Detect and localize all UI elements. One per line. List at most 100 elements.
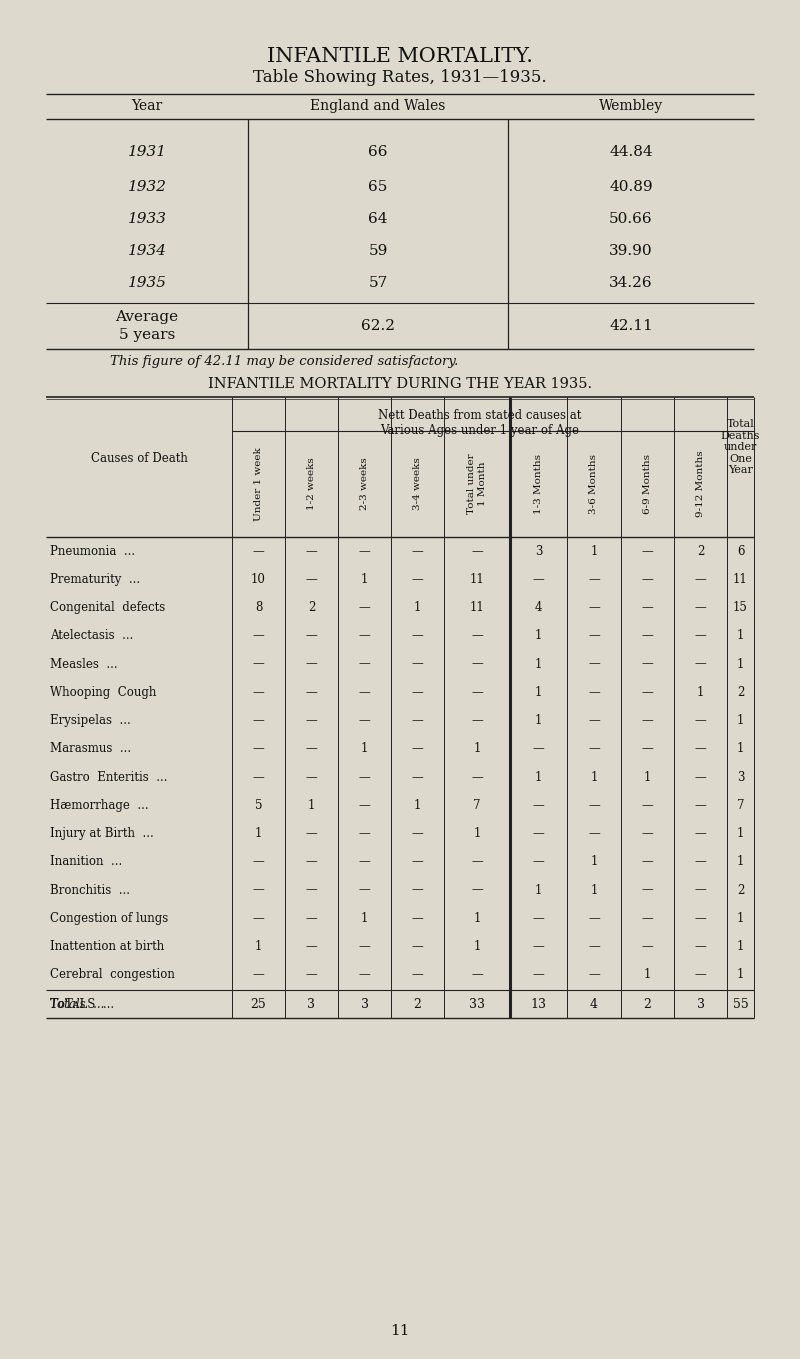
Text: —: — <box>642 912 654 925</box>
Text: 1: 1 <box>535 658 542 670</box>
Text: 3-4 weeks: 3-4 weeks <box>413 458 422 511</box>
Text: 1: 1 <box>474 828 481 840</box>
Text: 1: 1 <box>414 601 421 614</box>
Text: Total under
1 Month: Total under 1 Month <box>467 454 486 514</box>
Text: 57: 57 <box>368 276 388 289</box>
Text: 2: 2 <box>697 545 704 557</box>
Text: 2: 2 <box>737 686 744 699</box>
Text: —: — <box>306 828 318 840</box>
Text: 1: 1 <box>361 742 368 756</box>
Text: —: — <box>412 855 423 868</box>
Text: —: — <box>358 799 370 811</box>
Text: 9-12 Months: 9-12 Months <box>696 451 705 518</box>
Text: —: — <box>412 940 423 953</box>
Text: 34.26: 34.26 <box>609 276 653 289</box>
Text: —: — <box>306 969 318 981</box>
Text: 1: 1 <box>590 883 598 897</box>
Text: —: — <box>642 883 654 897</box>
Text: 1: 1 <box>474 940 481 953</box>
Text: —: — <box>642 940 654 953</box>
Text: —: — <box>588 629 600 643</box>
Text: 11: 11 <box>733 573 748 586</box>
Text: 1-3 Months: 1-3 Months <box>534 454 543 514</box>
Text: 5 years: 5 years <box>119 328 175 342</box>
Text: 1: 1 <box>590 771 598 784</box>
Text: —: — <box>306 573 318 586</box>
Text: 1: 1 <box>361 912 368 925</box>
Text: 1933: 1933 <box>127 212 166 226</box>
Text: —: — <box>253 855 264 868</box>
Text: 1: 1 <box>737 713 744 727</box>
Text: —: — <box>471 629 483 643</box>
Text: 1: 1 <box>590 855 598 868</box>
Text: 2-3 weeks: 2-3 weeks <box>360 458 369 511</box>
Text: 1: 1 <box>414 799 421 811</box>
Text: —: — <box>642 658 654 670</box>
Text: —: — <box>533 573 544 586</box>
Text: 1: 1 <box>255 940 262 953</box>
Text: 1: 1 <box>737 855 744 868</box>
Text: 6: 6 <box>737 545 744 557</box>
Text: England and Wales: England and Wales <box>310 99 446 113</box>
Text: —: — <box>694 799 706 811</box>
Text: —: — <box>306 713 318 727</box>
Text: 10: 10 <box>251 573 266 586</box>
Text: 1: 1 <box>737 629 744 643</box>
Text: —: — <box>471 883 483 897</box>
Text: 4: 4 <box>590 998 598 1011</box>
Text: —: — <box>412 969 423 981</box>
Text: INFANTILE MORTALITY.: INFANTILE MORTALITY. <box>267 46 533 65</box>
Text: 11: 11 <box>470 601 484 614</box>
Text: —: — <box>412 573 423 586</box>
Text: Congestion of lungs: Congestion of lungs <box>50 912 168 925</box>
Text: Table Showing Rates, 1931—1935.: Table Showing Rates, 1931—1935. <box>253 68 547 86</box>
Text: 11: 11 <box>470 573 484 586</box>
Text: —: — <box>358 545 370 557</box>
Text: —: — <box>694 855 706 868</box>
Text: —: — <box>306 545 318 557</box>
Text: —: — <box>694 828 706 840</box>
Text: —: — <box>642 713 654 727</box>
Text: 1934: 1934 <box>127 245 166 258</box>
Text: 1: 1 <box>255 828 262 840</box>
Text: 59: 59 <box>368 245 388 258</box>
Text: —: — <box>358 686 370 699</box>
Text: —: — <box>694 713 706 727</box>
Text: 1935: 1935 <box>127 276 166 289</box>
Text: 6-9 Months: 6-9 Months <box>643 454 652 514</box>
Text: —: — <box>306 629 318 643</box>
Text: 2: 2 <box>414 998 422 1011</box>
Text: 25: 25 <box>250 998 266 1011</box>
Text: 1: 1 <box>535 771 542 784</box>
Text: 1: 1 <box>535 686 542 699</box>
Text: 1: 1 <box>697 686 704 699</box>
Text: —: — <box>253 883 264 897</box>
Text: —: — <box>588 742 600 756</box>
Text: 40.89: 40.89 <box>609 179 653 194</box>
Text: —: — <box>642 742 654 756</box>
Text: 64: 64 <box>368 212 388 226</box>
Text: —: — <box>306 940 318 953</box>
Text: 2: 2 <box>643 998 651 1011</box>
Text: 3-6 Months: 3-6 Months <box>590 454 598 514</box>
Text: —: — <box>588 799 600 811</box>
Text: —: — <box>358 658 370 670</box>
Text: —: — <box>358 883 370 897</box>
Text: —: — <box>694 573 706 586</box>
Text: INFANTILE MORTALITY DURING THE YEAR 1935.: INFANTILE MORTALITY DURING THE YEAR 1935… <box>208 376 592 391</box>
Text: Injury at Birth  ...: Injury at Birth ... <box>50 828 154 840</box>
Text: —: — <box>642 686 654 699</box>
Text: 39.90: 39.90 <box>609 245 653 258</box>
Text: 62.2: 62.2 <box>361 319 395 333</box>
Text: Wembley: Wembley <box>599 99 663 113</box>
Text: —: — <box>253 969 264 981</box>
Text: —: — <box>642 573 654 586</box>
Text: —: — <box>694 940 706 953</box>
Text: —: — <box>253 713 264 727</box>
Text: 44.84: 44.84 <box>609 145 653 159</box>
Text: Marasmus  ...: Marasmus ... <box>50 742 131 756</box>
Text: Under 1 week: Under 1 week <box>254 447 263 520</box>
Text: —: — <box>533 828 544 840</box>
Text: —: — <box>306 855 318 868</box>
Text: —: — <box>533 940 544 953</box>
